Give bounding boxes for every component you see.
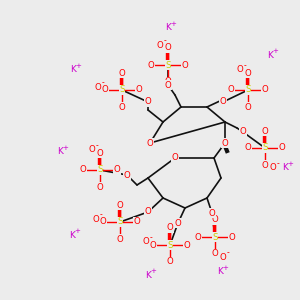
Text: K: K — [145, 271, 151, 280]
Text: +: + — [272, 48, 278, 54]
Text: O: O — [145, 208, 152, 217]
Text: O: O — [244, 143, 251, 152]
Text: S: S — [212, 232, 218, 242]
Text: O: O — [229, 232, 236, 242]
Text: O: O — [165, 44, 171, 52]
Text: O: O — [165, 77, 171, 86]
Text: O: O — [167, 257, 173, 266]
Text: O: O — [88, 146, 95, 154]
Text: O: O — [262, 85, 268, 94]
Text: S: S — [97, 166, 103, 175]
Text: O: O — [118, 68, 125, 77]
Text: O: O — [244, 68, 251, 77]
Text: -: - — [102, 79, 104, 88]
Text: O: O — [102, 85, 108, 94]
Text: O: O — [118, 103, 125, 112]
Text: -: - — [100, 211, 102, 220]
Text: O: O — [136, 85, 142, 94]
Text: O: O — [184, 241, 190, 250]
Text: O: O — [172, 154, 178, 163]
Text: +: + — [222, 265, 228, 271]
Text: +: + — [74, 228, 80, 234]
Text: O: O — [182, 61, 188, 70]
Text: O: O — [93, 214, 99, 224]
Text: O: O — [100, 218, 106, 226]
Text: O: O — [262, 160, 268, 169]
Text: O: O — [157, 40, 164, 50]
Text: O: O — [142, 238, 149, 247]
Text: +: + — [170, 21, 176, 27]
Text: O: O — [117, 235, 123, 244]
Text: -: - — [244, 61, 246, 70]
Text: K: K — [282, 164, 288, 172]
Text: S: S — [117, 218, 123, 226]
Text: S: S — [165, 61, 171, 70]
Text: O: O — [222, 139, 228, 148]
Text: O: O — [228, 85, 234, 94]
Text: O: O — [94, 82, 101, 91]
Text: +: + — [150, 268, 156, 274]
Text: -: - — [226, 248, 230, 257]
Text: O: O — [147, 139, 153, 148]
Text: +: + — [75, 63, 81, 69]
Text: O: O — [244, 103, 251, 112]
Text: O: O — [212, 215, 218, 224]
Text: +: + — [62, 145, 68, 151]
Text: O: O — [175, 218, 182, 227]
Text: O: O — [279, 143, 285, 152]
Text: K: K — [69, 230, 75, 239]
Text: O: O — [270, 164, 276, 172]
Text: O: O — [240, 128, 246, 136]
Text: O: O — [148, 61, 154, 70]
Text: O: O — [80, 166, 86, 175]
Text: -: - — [277, 160, 279, 169]
Text: K: K — [267, 50, 273, 59]
Text: O: O — [124, 170, 130, 179]
Text: O: O — [262, 127, 268, 136]
Text: O: O — [220, 98, 226, 106]
Text: -: - — [150, 233, 152, 242]
Text: O: O — [114, 166, 120, 175]
Text: O: O — [134, 218, 140, 226]
Text: +: + — [287, 161, 293, 167]
Text: O: O — [195, 232, 201, 242]
Text: S: S — [262, 143, 268, 152]
Text: O: O — [150, 241, 156, 250]
Text: K: K — [165, 23, 171, 32]
Text: K: K — [57, 148, 63, 157]
Text: O: O — [237, 65, 243, 74]
Text: O: O — [212, 250, 218, 259]
Text: O: O — [220, 253, 226, 262]
Text: O: O — [117, 200, 123, 209]
Text: S: S — [167, 241, 173, 250]
Text: S: S — [245, 85, 251, 94]
Text: O: O — [97, 182, 104, 191]
Text: O: O — [145, 98, 152, 106]
Text: K: K — [217, 268, 223, 277]
Text: O: O — [208, 208, 215, 217]
Text: O: O — [97, 148, 104, 158]
Text: -: - — [164, 37, 166, 46]
Text: K: K — [70, 65, 76, 74]
Text: O: O — [165, 80, 171, 89]
Text: -: - — [96, 142, 98, 151]
Text: S: S — [119, 85, 125, 94]
Text: O: O — [167, 224, 173, 232]
